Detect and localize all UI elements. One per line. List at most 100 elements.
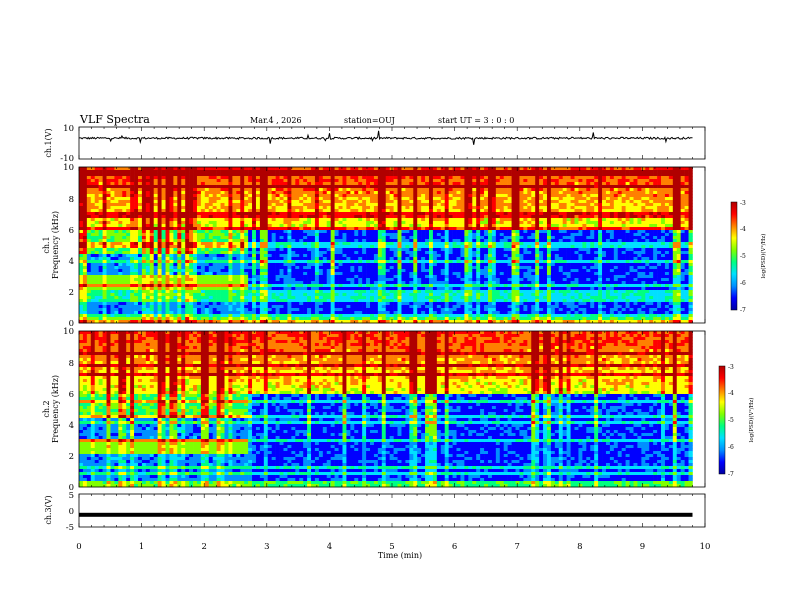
spectrogram-cell bbox=[558, 176, 563, 180]
spectrogram-cell bbox=[90, 236, 96, 240]
spectrogram-cell bbox=[664, 179, 670, 183]
spectrogram-cell bbox=[137, 182, 143, 186]
spectrogram-cell bbox=[440, 239, 446, 243]
spectrogram-cell bbox=[590, 260, 595, 264]
spectrogram-cell bbox=[625, 254, 630, 258]
spectrogram-cell bbox=[527, 173, 532, 177]
spectrogram-cell bbox=[252, 185, 257, 189]
spectrogram-cell bbox=[621, 221, 626, 225]
spectrogram-cell bbox=[657, 260, 662, 264]
spectrogram-cell bbox=[543, 236, 548, 240]
spectrogram-cell bbox=[409, 239, 414, 243]
spectrogram-cell bbox=[354, 179, 359, 183]
spectrogram-cell bbox=[334, 215, 339, 219]
spectrogram-cell bbox=[448, 197, 453, 201]
spectrogram-cell bbox=[106, 218, 111, 222]
spectrogram-cell bbox=[110, 257, 115, 261]
spectrogram-cell bbox=[149, 245, 155, 249]
spectrogram-cell bbox=[539, 236, 544, 240]
spectrogram-cell bbox=[362, 185, 367, 189]
spectrogram-cell bbox=[649, 221, 654, 225]
spectrogram-cell bbox=[543, 224, 548, 228]
spectrogram-cell bbox=[130, 227, 135, 231]
spectrogram-cell bbox=[539, 245, 544, 249]
spectrogram-cell bbox=[224, 215, 229, 219]
spectrogram-cell bbox=[114, 188, 119, 192]
spectrogram-cell bbox=[287, 176, 292, 180]
spectrogram-cell bbox=[275, 239, 280, 243]
spectrogram-cell bbox=[484, 197, 489, 201]
spectrogram-cell bbox=[535, 242, 540, 246]
spectrogram-cell bbox=[373, 179, 379, 183]
spectrogram-cell bbox=[366, 233, 371, 237]
spectrogram-cell bbox=[617, 182, 622, 186]
spectrogram-cell bbox=[279, 170, 284, 174]
spectrogram-cell bbox=[244, 197, 249, 201]
spectrogram-cell bbox=[664, 212, 670, 216]
spectrogram-cell bbox=[216, 209, 221, 213]
spectrogram-cell bbox=[401, 254, 406, 258]
spectrogram-cell bbox=[326, 242, 331, 246]
spectrogram-cell bbox=[401, 197, 406, 201]
spectrogram-cell bbox=[145, 167, 151, 171]
spectrogram-cell bbox=[680, 167, 685, 171]
spectrogram-cell bbox=[491, 230, 497, 234]
spectrogram-cell bbox=[495, 227, 501, 231]
spectrogram-cell bbox=[267, 242, 272, 246]
spectrogram-cell bbox=[291, 254, 296, 258]
spectrogram-cell bbox=[495, 239, 501, 243]
spectrogram-cell bbox=[330, 200, 335, 204]
spectrogram-cell bbox=[460, 173, 465, 177]
spectrogram-cell bbox=[224, 221, 229, 225]
spectrogram-cell bbox=[574, 260, 579, 264]
spectrogram-cell bbox=[633, 257, 638, 261]
spectrogram-cell bbox=[338, 191, 343, 195]
spectrogram-cell bbox=[326, 224, 331, 228]
spectrogram-cell bbox=[605, 233, 611, 237]
spectrogram-cell bbox=[613, 215, 619, 219]
spectrogram-cell bbox=[397, 197, 402, 201]
spectrogram-cell bbox=[216, 194, 221, 198]
spectrogram-cell bbox=[456, 233, 461, 237]
spectrogram-cell bbox=[370, 200, 375, 204]
spectrogram-cell bbox=[574, 179, 579, 183]
spectrogram-cell bbox=[267, 248, 272, 252]
spectrogram-cell bbox=[177, 170, 182, 174]
spectrogram-cell bbox=[535, 212, 540, 216]
spectrogram-cell bbox=[236, 233, 241, 237]
spectrogram-cell bbox=[495, 203, 501, 207]
spectrogram-cell bbox=[342, 194, 347, 198]
spectrogram-cell bbox=[196, 245, 202, 249]
spectrogram-cell bbox=[401, 236, 406, 240]
spectrogram-cell bbox=[153, 200, 158, 204]
spectrogram-cell bbox=[200, 218, 206, 222]
spectrogram-cell bbox=[181, 239, 186, 243]
spectrogram-cell bbox=[196, 209, 202, 213]
spectrogram-cell bbox=[165, 221, 170, 225]
spectrogram-cell bbox=[645, 260, 650, 264]
spectrogram-cell bbox=[582, 248, 587, 252]
spectrogram-cell bbox=[145, 257, 151, 261]
spectrogram-cell bbox=[436, 221, 442, 225]
spectrogram-cell bbox=[487, 260, 493, 264]
spectrogram-cell bbox=[535, 224, 540, 228]
spectrogram-cell bbox=[216, 251, 221, 255]
spectrogram-cell bbox=[346, 200, 351, 204]
spectrogram-cell bbox=[558, 200, 563, 204]
spectrogram-cell bbox=[515, 257, 520, 261]
spectrogram-cell bbox=[102, 233, 107, 237]
spectrogram-cell bbox=[405, 200, 410, 204]
spectrogram-cell bbox=[161, 230, 166, 234]
spectrogram-cell bbox=[173, 194, 178, 198]
spectrogram-cell bbox=[495, 206, 501, 210]
spectrogram-cell bbox=[480, 176, 485, 180]
spectrogram-cell bbox=[637, 209, 642, 213]
spectrogram-cell bbox=[181, 185, 186, 189]
spectrogram-cell bbox=[688, 197, 693, 201]
spectrogram-cell bbox=[641, 167, 646, 171]
spectrogram-cell bbox=[287, 191, 292, 195]
spectrogram-cell bbox=[381, 179, 387, 183]
spectrogram-cell bbox=[432, 203, 438, 207]
spectrogram-cell bbox=[122, 242, 127, 246]
spectrogram-cell bbox=[271, 200, 276, 204]
